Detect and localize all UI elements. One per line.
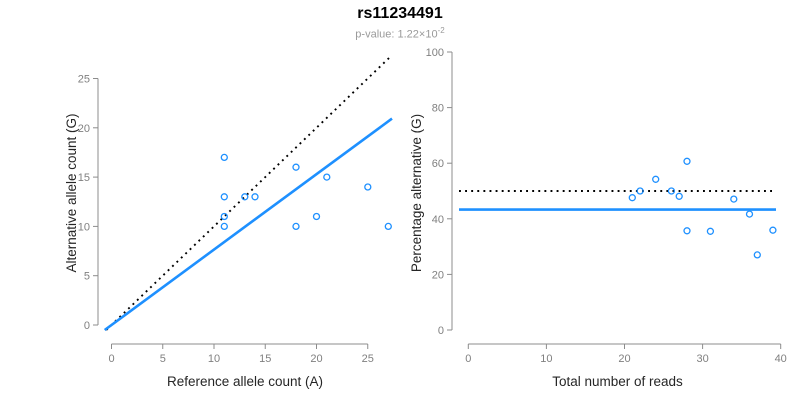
data-point xyxy=(706,227,715,235)
data-point xyxy=(220,212,228,221)
x-axis-title: Reference allele count (A) xyxy=(167,374,323,389)
data-point xyxy=(683,157,691,165)
x-tick-label: 0 xyxy=(465,353,471,365)
y-tick-label: 0 xyxy=(84,320,90,332)
x-tick-label: 10 xyxy=(208,353,220,365)
panel-right: 0 10 20 30 40 0 20 40 60 80 100 Total number of rea… xyxy=(409,47,787,389)
figure-header: rs11234491 p-value: 1.22×10-2 xyxy=(0,5,800,42)
y-tick-label: 5 xyxy=(84,271,90,283)
x-tick-label: 20 xyxy=(310,353,322,365)
plot-title: rs11234491 xyxy=(357,5,443,22)
y-tick-label: 0 xyxy=(438,325,444,337)
data-point xyxy=(683,227,691,235)
y-tick-label: 100 xyxy=(426,47,444,59)
expected-ratio-line xyxy=(103,117,393,332)
data-point xyxy=(292,222,300,231)
pvalue-exponent: -2 xyxy=(437,26,445,35)
data-point xyxy=(384,222,392,231)
data-point xyxy=(312,212,321,221)
data-point xyxy=(241,193,249,201)
x-tick-label: 5 xyxy=(160,353,166,365)
data-point xyxy=(745,210,754,218)
x-tick-label: 15 xyxy=(259,353,271,365)
y-tick-label: 80 xyxy=(432,103,444,115)
data-point xyxy=(769,226,777,234)
pvalue-text: p-value: 1.22×10 xyxy=(355,28,438,41)
x-axis-title: Total number of reads xyxy=(552,374,683,389)
data-point xyxy=(675,192,683,200)
data-point xyxy=(220,193,228,201)
y-axis-title: Percentage alternative (G) xyxy=(409,114,424,272)
x-tick-label: 20 xyxy=(618,353,630,365)
y-tick-label: 10 xyxy=(78,221,90,233)
data-point xyxy=(667,187,676,195)
data-point xyxy=(292,163,300,171)
x-tick-label: 25 xyxy=(362,353,374,365)
y-tick-label: 20 xyxy=(432,269,444,281)
x-tick-label: 10 xyxy=(540,353,552,365)
plot-subtitle: p-value: 1.22×10-2 xyxy=(0,24,800,42)
y-tick-label: 25 xyxy=(78,74,90,86)
x-tick-label: 30 xyxy=(696,353,708,365)
data-point xyxy=(628,194,636,202)
data-point xyxy=(220,153,228,162)
data-point xyxy=(364,183,372,191)
panel-left: 0 5 10 15 20 25 0 5 10 15 20 25 Reference allele cou… xyxy=(64,55,393,389)
data-point xyxy=(220,222,228,231)
y-axis-title: Alternative allele count (G) xyxy=(64,113,79,272)
x-tick-label: 40 xyxy=(775,353,787,365)
x-tick-label: 0 xyxy=(108,353,114,365)
data-point xyxy=(652,175,660,183)
data-point xyxy=(636,187,644,195)
data-point xyxy=(251,193,259,201)
data-point xyxy=(323,173,331,181)
data-point xyxy=(753,251,761,259)
y-tick-label: 40 xyxy=(432,214,444,226)
identity-line xyxy=(105,55,392,331)
y-tick-label: 15 xyxy=(78,172,90,184)
y-tick-label: 60 xyxy=(432,158,444,170)
data-point xyxy=(730,195,738,203)
y-tick-label: 20 xyxy=(78,123,90,135)
